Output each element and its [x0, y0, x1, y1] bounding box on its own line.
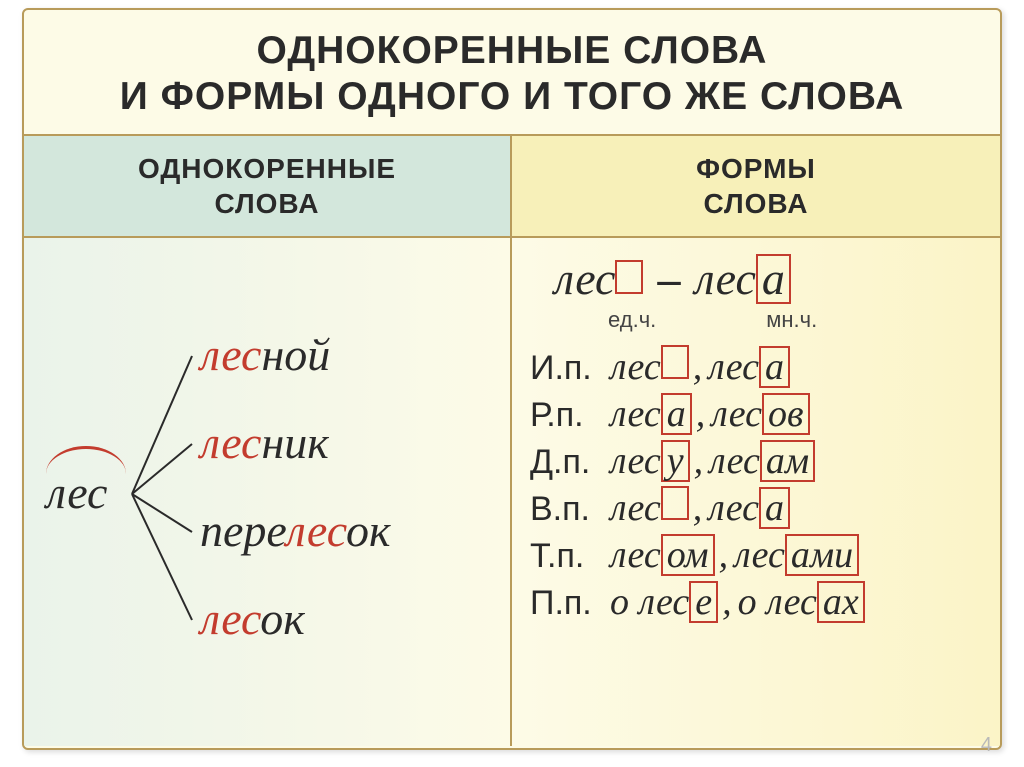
separator: , — [696, 392, 706, 436]
root-part: лес — [286, 505, 346, 556]
top-plural: леса — [694, 252, 790, 305]
sg-stem: лес — [610, 486, 661, 530]
pl-stem: лес — [734, 533, 785, 577]
sg-ending: а — [661, 393, 692, 435]
case-label: Т.п. — [530, 537, 610, 576]
pl-ending: а — [759, 487, 790, 529]
col-cognates: ОДНОКОРЕННЫЕ СЛОВА лес леснойлесникперел… — [24, 136, 512, 746]
main-title: ОДНОКОРЕННЫЕ СЛОВА И ФОРМЫ ОДНОГО И ТОГО… — [24, 10, 1000, 134]
zero-ending-box — [661, 486, 689, 520]
case-row: Р.п.леса,лесов — [530, 392, 990, 436]
top-sg-stem: лес — [554, 253, 615, 304]
derivation-word: лесной — [200, 328, 330, 381]
pl-ending: ов — [762, 393, 810, 435]
pl-stem: о лес — [738, 580, 817, 624]
case-row: П.п.о лесе,о лесах — [530, 580, 990, 624]
title-line-1: ОДНОКОРЕННЫЕ СЛОВА — [257, 29, 768, 72]
case-label: Р.п. — [530, 396, 610, 435]
separator: , — [719, 533, 729, 577]
suffix: ок — [260, 593, 305, 644]
case-row: Т.п.лесом,лесами — [530, 533, 990, 577]
pl-ending: а — [759, 346, 790, 388]
sub-sg: ед.ч. — [608, 307, 656, 333]
derivation-word: лесок — [200, 592, 305, 645]
suffix: ок — [346, 505, 391, 556]
cognates-body: лес леснойлесникперелесоклесок — [24, 238, 510, 746]
prefix: пере — [200, 505, 286, 556]
root-part: лес — [200, 329, 261, 380]
zero-ending-box — [661, 345, 689, 379]
header-forms-l1: ФОРМЫ — [696, 153, 816, 184]
pl-ending: ах — [817, 581, 865, 623]
case-row: Д.п.лесу,лесам — [530, 439, 990, 483]
pl-ending: ам — [760, 440, 815, 482]
col-forms: ФОРМЫ СЛОВА лес – леса ед.ч. мн.ч. — [512, 136, 1000, 746]
pl-stem: лес — [709, 439, 760, 483]
sg-ending: е — [689, 581, 718, 623]
top-pl-end: а — [756, 254, 791, 304]
case-label: П.п. — [530, 584, 610, 623]
dash-icon: – — [657, 252, 680, 305]
suffix: ной — [261, 329, 330, 380]
number-sublabels: ед.ч. мн.ч. — [530, 307, 990, 333]
sg-ending: ом — [661, 534, 715, 576]
top-pl-stem: лес — [694, 253, 755, 304]
root-word: лес — [46, 466, 107, 519]
top-singular: лес — [554, 252, 643, 305]
sg-stem: о лес — [610, 580, 689, 624]
sub-pl: мн.ч. — [766, 307, 817, 333]
suffix: ник — [261, 417, 328, 468]
poster-card: ОДНОКОРЕННЫЕ СЛОВА И ФОРМЫ ОДНОГО И ТОГО… — [22, 8, 1002, 750]
pl-stem: лес — [708, 345, 759, 389]
sg-stem: лес — [610, 392, 661, 436]
pl-stem: лес — [708, 486, 759, 530]
case-table: И.п.лес,лесаР.п.леса,лесовД.п.лесу,лесам… — [530, 345, 990, 624]
case-row: В.п.лес,леса — [530, 486, 990, 530]
pl-ending: ами — [785, 534, 859, 576]
header-cognates: ОДНОКОРЕННЫЕ СЛОВА — [24, 136, 510, 238]
header-forms: ФОРМЫ СЛОВА — [512, 136, 1000, 238]
sg-stem: лес — [610, 533, 661, 577]
columns: ОДНОКОРЕННЫЕ СЛОВА лес леснойлесникперел… — [24, 134, 1000, 746]
case-label: Д.п. — [530, 443, 610, 482]
header-forms-l2: СЛОВА — [703, 188, 808, 219]
sg-ending: у — [661, 440, 690, 482]
header-cognates-l1: ОДНОКОРЕННЫЕ — [138, 153, 396, 184]
sg-stem: лес — [610, 345, 661, 389]
forms-body: лес – леса ед.ч. мн.ч. И.п.лес,лесаР.п.л… — [512, 238, 1000, 746]
sg-stem: лес — [610, 439, 661, 483]
root-part: лес — [200, 417, 261, 468]
root-part: лес — [200, 593, 260, 644]
pl-stem: лес — [711, 392, 762, 436]
header-cognates-l2: СЛОВА — [214, 188, 319, 219]
derivation-word: перелесок — [200, 504, 391, 557]
title-line-2: И ФОРМЫ ОДНОГО И ТОГО ЖЕ СЛОВА — [120, 75, 905, 118]
separator: , — [693, 345, 703, 389]
case-row: И.п.лес,леса — [530, 345, 990, 389]
case-label: И.п. — [530, 349, 610, 388]
case-label: В.п. — [530, 490, 610, 529]
page-number: 4 — [981, 734, 992, 757]
separator: , — [693, 486, 703, 530]
separator: , — [722, 580, 732, 624]
separator: , — [694, 439, 704, 483]
derivation-word: лесник — [200, 416, 329, 469]
zero-ending-box — [615, 260, 643, 294]
forms-top-row: лес – леса — [530, 252, 990, 305]
